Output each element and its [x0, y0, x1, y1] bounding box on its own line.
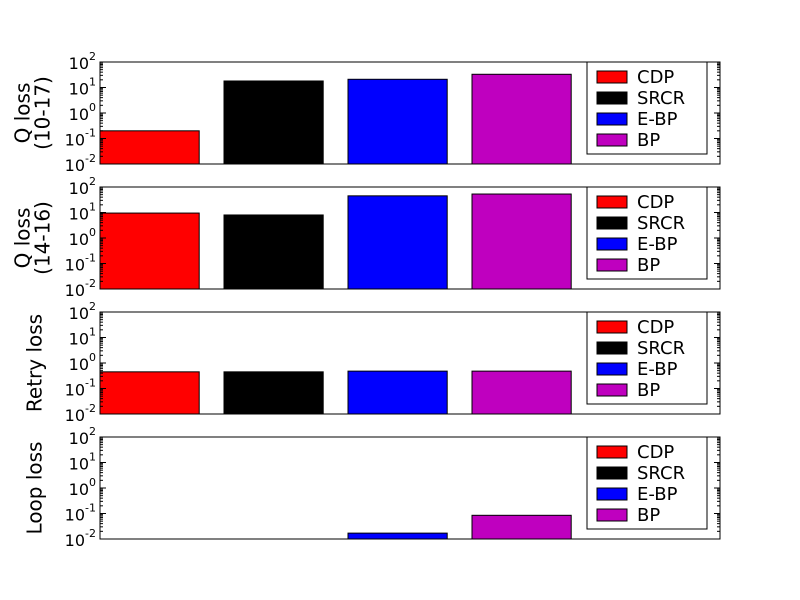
y-tick-label: 10-1 [65, 502, 96, 525]
legend-swatch [596, 216, 628, 230]
legend-swatch [596, 320, 628, 334]
legend-label: BP [637, 130, 660, 151]
legend-label: E-BP [637, 234, 678, 255]
legend-label: CDP [637, 442, 674, 463]
legend-swatch [596, 466, 628, 480]
legend-label: CDP [637, 317, 674, 338]
legend-label: SRCR [637, 338, 685, 359]
legend-swatch [596, 487, 628, 501]
y-tick-label: 10-2 [65, 152, 96, 175]
legend-label: BP [637, 380, 660, 401]
legend-swatch [596, 383, 628, 397]
y-tick-label: 101 [69, 451, 96, 474]
legend-label: E-BP [637, 109, 678, 130]
legend-swatch [596, 445, 628, 459]
bar [223, 371, 324, 415]
y-tick-label: 10-2 [65, 277, 96, 300]
legend-swatch [596, 195, 628, 209]
y-tick-label: 102 [69, 425, 96, 448]
bar [471, 73, 572, 165]
legend-swatch [596, 70, 628, 84]
legend-label: BP [637, 255, 660, 276]
y-axis-label: Loop loss [23, 442, 47, 535]
y-tick-label: 10-1 [65, 252, 96, 275]
y-axis-label: Q loss [11, 83, 35, 144]
bar [471, 370, 572, 415]
bar [99, 130, 200, 165]
bar [471, 193, 572, 290]
legend-swatch [596, 237, 628, 251]
y-axis-label: (14-16) [31, 201, 55, 275]
y-tick-label: 10-1 [65, 377, 96, 400]
y-tick-label: 100 [69, 476, 96, 499]
y-tick-label: 10-2 [65, 402, 96, 425]
y-tick-label: 101 [69, 326, 96, 349]
bar [347, 370, 448, 415]
legend-swatch [596, 91, 628, 105]
y-tick-label: 10-2 [65, 527, 96, 550]
legend-swatch [596, 508, 628, 522]
y-tick-label: 100 [69, 226, 96, 249]
legend-label: CDP [637, 192, 674, 213]
legend-label: E-BP [637, 359, 678, 380]
y-tick-label: 101 [69, 76, 96, 99]
y-tick-label: 102 [69, 50, 96, 73]
y-axis-label: Q loss [11, 208, 35, 269]
y-tick-label: 102 [69, 175, 96, 198]
y-axis-label: Retry loss [23, 314, 47, 412]
legend-label: SRCR [637, 88, 685, 109]
bar [223, 80, 324, 165]
y-tick-label: 10-1 [65, 127, 96, 150]
y-axis-label: (10-17) [31, 76, 55, 150]
bar [347, 195, 448, 290]
bar [99, 371, 200, 415]
legend-swatch [596, 362, 628, 376]
y-tick-label: 101 [69, 201, 96, 224]
legend-swatch [596, 258, 628, 272]
y-tick-label: 100 [69, 351, 96, 374]
y-tick-label: 100 [69, 101, 96, 124]
legend-label: CDP [637, 67, 674, 88]
legend-label: BP [637, 505, 660, 526]
y-tick-label: 102 [69, 300, 96, 323]
bar [223, 214, 324, 290]
bar [347, 532, 448, 540]
legend-swatch [596, 133, 628, 147]
bar [99, 212, 200, 290]
legend-swatch [596, 112, 628, 126]
bar [471, 514, 572, 540]
legend-label: SRCR [637, 213, 685, 234]
bar [347, 78, 448, 165]
legend-label: E-BP [637, 484, 678, 505]
legend-swatch [596, 341, 628, 355]
legend-label: SRCR [637, 463, 685, 484]
